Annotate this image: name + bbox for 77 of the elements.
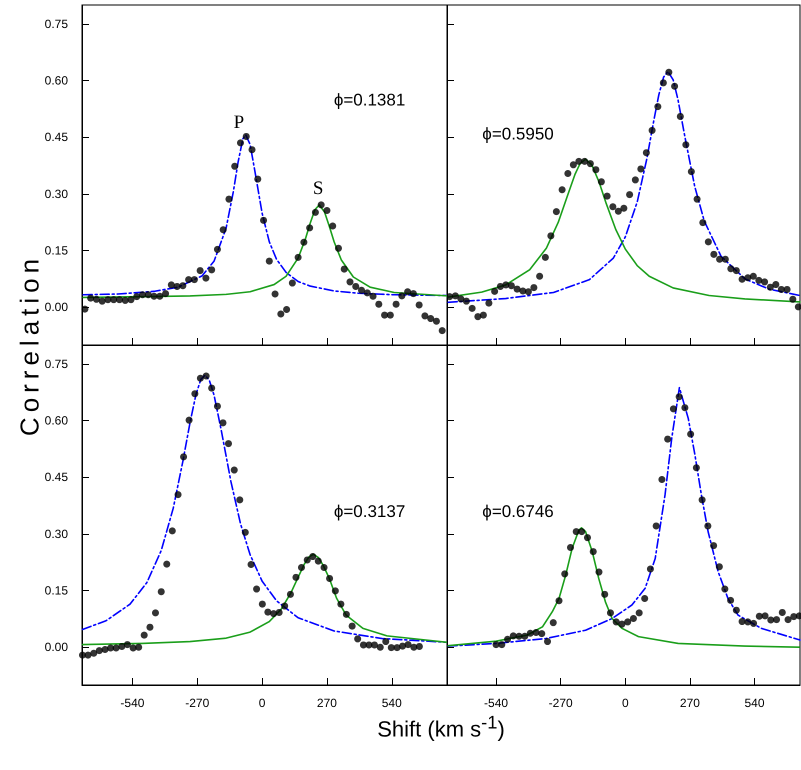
point xyxy=(538,630,546,638)
y-tick-label: 0.60 xyxy=(44,414,68,428)
point xyxy=(532,628,540,636)
point xyxy=(578,528,586,536)
point xyxy=(630,615,637,622)
point xyxy=(618,620,626,628)
point xyxy=(698,496,706,504)
y-tick-label: 0.15 xyxy=(44,244,68,258)
x-tick-label: -270 xyxy=(548,696,574,710)
x-axis-title: Shift (km s$^{-1}$) xyxy=(377,711,505,743)
point xyxy=(704,522,712,530)
annotation: S xyxy=(312,178,324,200)
point xyxy=(687,430,694,438)
x-tick-label: -270 xyxy=(185,696,210,710)
x-tick-label: -540 xyxy=(484,696,508,710)
point xyxy=(784,616,792,624)
point xyxy=(556,597,563,604)
point xyxy=(624,618,632,626)
point xyxy=(738,618,746,626)
point xyxy=(606,609,614,616)
x-tick-label: 540 xyxy=(744,696,765,710)
point xyxy=(601,590,608,598)
point xyxy=(646,566,654,573)
y-tick-label: 0.45 xyxy=(44,130,68,144)
point xyxy=(612,618,620,626)
annotation: ϕ=0.1381 xyxy=(334,90,406,110)
x-tick-label: 270 xyxy=(680,696,700,710)
y-axis-title: Correlation xyxy=(14,254,45,436)
y-tick-label: 0.45 xyxy=(44,470,68,484)
point xyxy=(721,586,728,593)
point xyxy=(544,638,552,646)
y-tick-label: 0.00 xyxy=(44,640,68,654)
point xyxy=(561,570,568,578)
point xyxy=(641,594,648,602)
x-tick-label: 0 xyxy=(258,696,266,710)
point xyxy=(652,522,660,530)
point xyxy=(595,568,602,576)
point xyxy=(498,641,506,648)
point xyxy=(750,620,758,627)
annotation: P xyxy=(234,112,244,133)
y-tick-label: 0.30 xyxy=(44,186,68,201)
y-tick-label: 0.00 xyxy=(44,300,68,314)
y-tick-label: 0.30 xyxy=(44,526,68,541)
point xyxy=(681,404,688,412)
point xyxy=(664,436,672,443)
point xyxy=(744,618,752,626)
y-tick-label: 0.15 xyxy=(44,584,68,598)
annotation: ϕ=0.6746 xyxy=(482,502,554,522)
point xyxy=(727,596,734,604)
point xyxy=(716,563,723,570)
point xyxy=(504,636,512,643)
point xyxy=(584,534,591,542)
x-tick-label: 0 xyxy=(622,696,629,710)
point xyxy=(590,548,597,556)
annotation: ϕ=0.3137 xyxy=(334,502,406,522)
annotation: ϕ=0.5950 xyxy=(482,124,554,144)
point xyxy=(762,612,769,620)
point xyxy=(778,608,786,616)
point xyxy=(492,641,500,648)
point xyxy=(516,632,523,640)
point xyxy=(773,616,780,624)
point xyxy=(692,464,700,472)
x-tick-label: -540 xyxy=(120,696,145,710)
point xyxy=(710,542,718,550)
point xyxy=(636,609,643,616)
x-tick-label: 540 xyxy=(382,696,402,710)
point xyxy=(670,405,677,412)
y-tick-label: 0.75 xyxy=(44,356,68,371)
point xyxy=(658,476,666,483)
x-tick-label: 270 xyxy=(316,696,338,710)
point xyxy=(732,606,740,614)
y-tick-label: 0.75 xyxy=(44,16,68,31)
point xyxy=(550,619,557,626)
point xyxy=(566,544,574,551)
y-tick-label: 0.60 xyxy=(44,74,68,88)
point xyxy=(676,393,683,400)
point xyxy=(521,632,528,640)
